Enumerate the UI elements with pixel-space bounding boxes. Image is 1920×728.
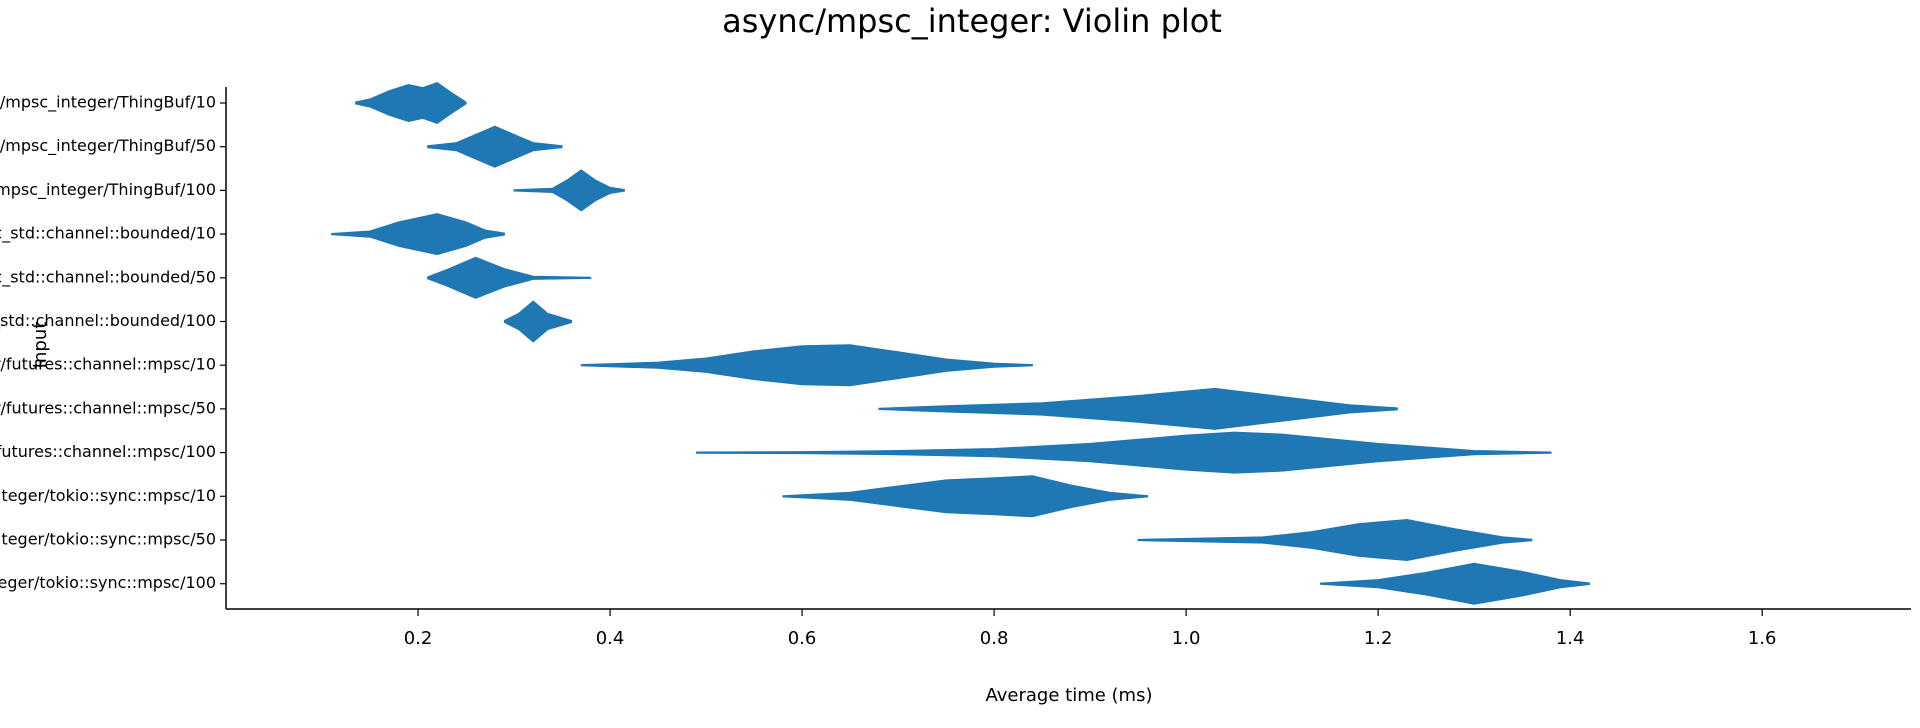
violin <box>427 256 592 299</box>
y-tick-label: async/mpsc_integer/ThingBuf/10 <box>0 93 216 113</box>
x-tick-label: 1.6 <box>1748 628 1777 649</box>
violin <box>1320 562 1590 605</box>
y-tick-label: async/mpsc_integer/ThingBuf/50 <box>0 136 216 156</box>
violin <box>696 431 1552 474</box>
x-tick-label: 1.2 <box>1364 628 1393 649</box>
y-tick-label: async/mpsc_integer/async_std::channel::b… <box>0 224 216 244</box>
y-tick-label: async/mpsc_integer/futures::channel::mps… <box>0 355 216 375</box>
violin <box>1137 518 1533 562</box>
x-tick-label: 0.8 <box>980 628 1009 649</box>
y-tick-label: async/mpsc_integer/tokio::sync::mpsc/50 <box>0 530 216 550</box>
violin <box>513 169 625 212</box>
y-tick-label: async/mpsc_integer/tokio::sync::mpsc/10 <box>0 486 216 506</box>
violin <box>878 387 1398 430</box>
x-tick-label: 0.4 <box>596 628 625 649</box>
y-tick-label: async/mpsc_integer/ThingBuf/100 <box>0 180 216 200</box>
y-axis-label: Input <box>30 322 51 369</box>
violin <box>331 213 505 256</box>
violin <box>782 475 1149 518</box>
x-tick-label: 0.2 <box>404 628 433 649</box>
violin <box>580 344 1033 387</box>
violin <box>355 81 467 125</box>
y-tick-label: async/mpsc_integer/async_std::channel::b… <box>0 311 216 331</box>
x-tick-label: 1.0 <box>1172 628 1201 649</box>
violin <box>503 300 573 343</box>
x-tick-label: 1.4 <box>1556 628 1585 649</box>
x-tick-label: 0.6 <box>788 628 817 649</box>
y-tick-label: async/mpsc_integer/tokio::sync::mpsc/100 <box>0 573 216 593</box>
violin <box>427 125 563 168</box>
chart-title: async/mpsc_integer: Violin plot <box>722 2 1222 40</box>
x-axis-label: Average time (ms) <box>986 685 1153 706</box>
y-tick-label: async/mpsc_integer/futures::channel::mps… <box>0 398 216 418</box>
y-tick-label: async/mpsc_integer/async_std::channel::b… <box>0 267 216 287</box>
y-tick-label: async/mpsc_integer/futures::channel::mps… <box>0 442 216 462</box>
